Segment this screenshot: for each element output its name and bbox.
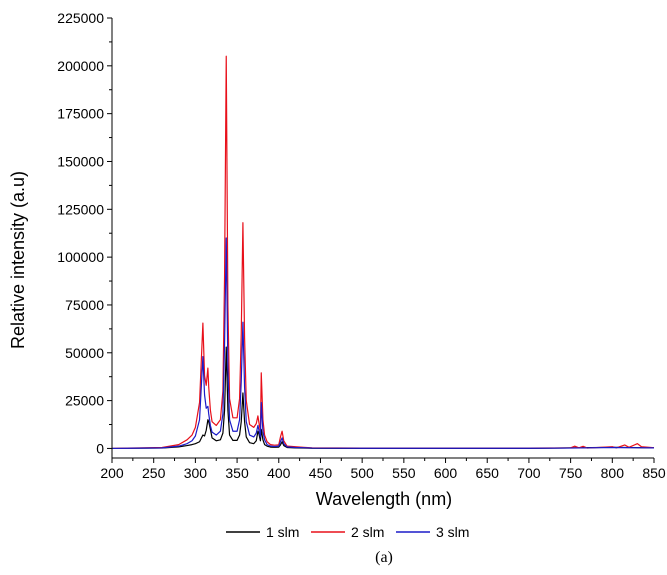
figure-caption: (a)	[375, 549, 393, 566]
x-axis-title: Wavelength (nm)	[316, 489, 452, 509]
y-tick-label: 175000	[57, 106, 104, 122]
x-tick-label: 800	[601, 465, 625, 481]
y-tick-label: 0	[96, 440, 104, 456]
ticks: 200 250 300 350 400 450 500 550 600 650 700 750 800 8…	[57, 10, 666, 481]
x-tick-label: 650	[476, 465, 500, 481]
y-tick-label: 75000	[65, 297, 104, 313]
x-tick-label: 750	[559, 465, 583, 481]
x-tick-label: 450	[309, 465, 333, 481]
y-tick-label: 200000	[57, 58, 104, 74]
y-tick-label: 150000	[57, 153, 104, 169]
y-tick-label: 25000	[65, 393, 104, 409]
legend: 1 slm 2 slm 3 slm	[226, 524, 469, 540]
legend-label-2: 2 slm	[351, 524, 384, 540]
legend-label-3: 3 slm	[436, 524, 469, 540]
y-tick-label: 50000	[65, 345, 104, 361]
x-tick-label: 600	[434, 465, 458, 481]
y-tick-label: 100000	[57, 249, 104, 265]
x-tick-label: 850	[642, 465, 666, 481]
x-tick-label: 400	[267, 465, 291, 481]
legend-label-1: 1 slm	[266, 524, 299, 540]
y-tick-label: 225000	[57, 10, 104, 26]
axes	[111, 18, 654, 459]
x-tick-label: 550	[392, 465, 416, 481]
series-line-3	[111, 237, 655, 450]
x-tick-label: 500	[350, 465, 374, 481]
x-tick-label: 300	[184, 465, 208, 481]
series-line-2	[111, 55, 655, 450]
y-tick-label: 125000	[57, 201, 104, 217]
x-tick-label: 350	[225, 465, 249, 481]
x-tick-label: 700	[517, 465, 541, 481]
x-tick-label: 250	[142, 465, 166, 481]
x-tick-label: 200	[100, 465, 124, 481]
series-lines	[111, 55, 655, 450]
y-axis-title: Relative intensity (a.u)	[8, 171, 28, 349]
